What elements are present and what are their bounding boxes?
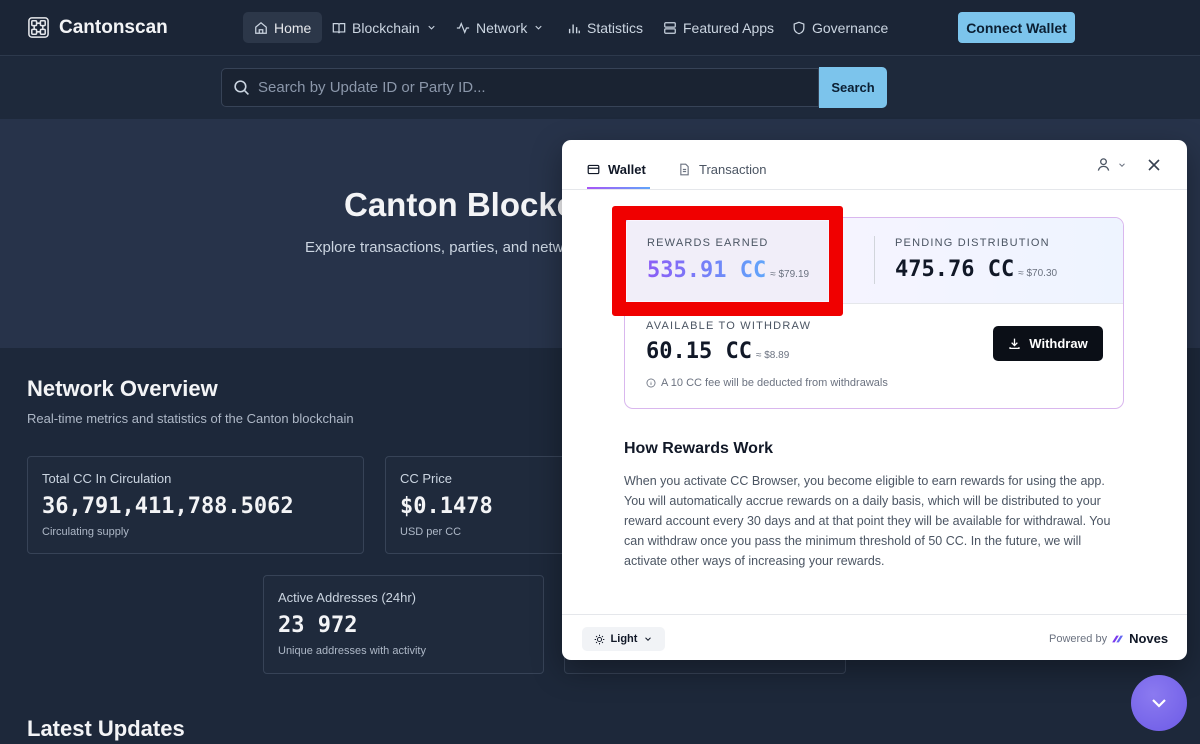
nav-blockchain-label: Blockchain [352, 20, 420, 36]
tab-transaction[interactable]: Transaction [678, 162, 766, 177]
noves-logo-icon [1111, 634, 1125, 644]
available-approx: ≈ $8.89 [756, 350, 789, 361]
noves-brand: Noves [1129, 631, 1168, 646]
search-button[interactable]: Search [819, 67, 887, 108]
chevron-down-icon [1117, 160, 1127, 170]
search-box[interactable] [221, 68, 819, 107]
stat-card-circulation: Total CC In Circulation 36,791,411,788.5… [27, 456, 364, 554]
nav-blockchain[interactable]: Blockchain [321, 12, 448, 43]
latest-updates-title: Latest Updates [27, 716, 185, 742]
cantonscan-logo-icon [27, 16, 50, 39]
modal-footer: Light Powered by Noves [562, 614, 1187, 660]
server-icon [663, 21, 677, 35]
user-icon [1096, 157, 1111, 172]
nav-network[interactable]: Network [445, 12, 555, 43]
chevron-down-icon [426, 22, 437, 33]
chat-launcher-button[interactable] [1131, 675, 1187, 731]
home-icon [254, 21, 268, 35]
stat-card-hint: Circulating supply [42, 526, 349, 538]
available-to-withdraw: AVAILABLE TO WITHDRAW 60.15 CC ≈ $8.89 [646, 320, 811, 364]
pending-amount: 475.76 CC [895, 257, 1014, 282]
search-icon [233, 79, 250, 96]
divider [874, 236, 875, 284]
modal-tabs: Wallet Transaction [562, 140, 1187, 190]
close-icon[interactable] [1146, 157, 1162, 173]
powered-by-text: Powered by [1049, 633, 1107, 645]
stat-card-value: $0.1478 [400, 494, 570, 519]
nav-network-label: Network [476, 20, 527, 36]
nav-governance-label: Governance [812, 20, 888, 36]
available-amount-row: 60.15 CC ≈ $8.89 [646, 338, 811, 364]
chevron-down-icon [533, 22, 544, 33]
theme-toggle[interactable]: Light [582, 627, 665, 651]
available-amount: 60.15 CC [646, 339, 752, 364]
pending-approx: ≈ $70.30 [1018, 268, 1057, 279]
top-nav: Cantonscan Home Blockchain Network Stati… [0, 0, 1200, 56]
book-icon [332, 21, 346, 35]
nav-home-label: Home [274, 20, 311, 36]
highlight-box [612, 206, 843, 316]
nav-home[interactable]: Home [243, 12, 322, 43]
fee-note: A 10 CC fee will be deducted from withdr… [646, 377, 888, 389]
how-rewards-title: How Rewards Work [624, 440, 773, 458]
nav-featured-apps-label: Featured Apps [683, 20, 774, 36]
tab-wallet-label: Wallet [608, 162, 646, 177]
fee-note-text: A 10 CC fee will be deducted from withdr… [661, 377, 888, 389]
network-overview-title: Network Overview [27, 376, 218, 402]
info-icon [646, 378, 656, 388]
powered-by: Powered by Noves [1049, 631, 1168, 646]
tab-transaction-label: Transaction [699, 162, 766, 177]
account-menu[interactable] [1096, 157, 1127, 172]
withdraw-button[interactable]: Withdraw [993, 326, 1103, 361]
bar-chart-icon [567, 21, 581, 35]
chevron-down-icon [1147, 691, 1171, 715]
withdraw-label: Withdraw [1029, 336, 1087, 351]
tab-wallet[interactable]: Wallet [587, 162, 646, 177]
stat-card-label: Active Addresses (24hr) [278, 590, 529, 605]
nav-statistics[interactable]: Statistics [556, 12, 654, 43]
network-overview-subtitle: Real-time metrics and statistics of the … [27, 411, 354, 426]
stat-card-label: Total CC In Circulation [42, 471, 349, 486]
nav-featured-apps[interactable]: Featured Apps [652, 12, 785, 43]
pending-distribution: PENDING DISTRIBUTION 475.76 CC ≈ $70.30 [895, 237, 1057, 282]
activity-icon [456, 21, 470, 35]
theme-label: Light [611, 633, 638, 645]
connect-wallet-button[interactable]: Connect Wallet [958, 12, 1075, 43]
hero-subtitle: Explore transactions, parties, and netw [305, 239, 563, 256]
brand-name: Cantonscan [59, 17, 168, 39]
stat-card-cc-price: CC Price $0.1478 USD per CC [385, 456, 585, 554]
stat-card-hint: Unique addresses with activity [278, 645, 529, 657]
how-rewards-text: When you activate CC Browser, you become… [624, 471, 1124, 571]
stat-card-label: CC Price [400, 471, 570, 486]
document-icon [678, 163, 691, 176]
hero-title: Canton Blockc [344, 186, 575, 224]
nav-governance[interactable]: Governance [781, 12, 899, 43]
shield-icon [792, 21, 806, 35]
search-input[interactable] [258, 79, 778, 96]
pending-amount-row: 475.76 CC ≈ $70.30 [895, 256, 1057, 282]
nav-statistics-label: Statistics [587, 20, 643, 36]
brand[interactable]: Cantonscan [27, 16, 168, 39]
pending-label: PENDING DISTRIBUTION [895, 237, 1057, 249]
stat-card-active-addresses: Active Addresses (24hr) 23 972 Unique ad… [263, 575, 544, 674]
stat-card-value: 23 972 [278, 613, 529, 638]
available-label: AVAILABLE TO WITHDRAW [646, 320, 811, 332]
wallet-icon [587, 163, 600, 176]
chevron-down-icon [643, 634, 653, 644]
stat-card-hint: USD per CC [400, 526, 570, 538]
stat-card-value: 36,791,411,788.5062 [42, 494, 349, 519]
active-tab-indicator [587, 187, 650, 189]
download-icon [1008, 337, 1021, 350]
sun-icon [594, 634, 605, 645]
